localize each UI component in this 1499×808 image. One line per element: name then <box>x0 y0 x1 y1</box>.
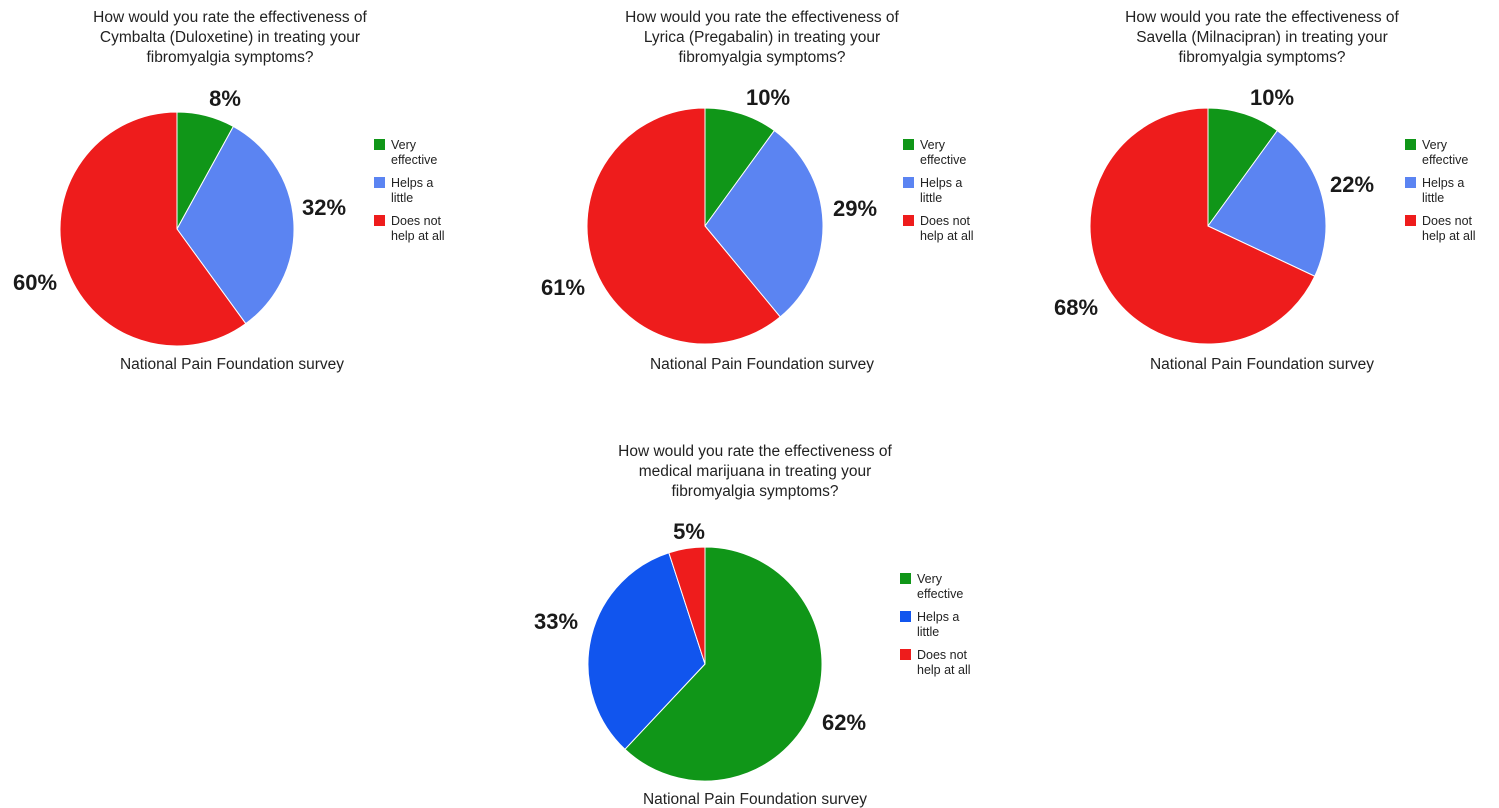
chart-title-line: Lyrica (Pregabalin) in treating your <box>644 29 880 46</box>
pie-slice-helps-a-little <box>587 552 706 750</box>
legend-label-line: effective <box>920 153 966 167</box>
data-label-helps-a-little: 22% <box>1330 172 1374 197</box>
data-label-helps-a-little: 32% <box>302 195 346 220</box>
pie-slice-does-not-help <box>586 107 781 345</box>
pie-slice-very-effective <box>704 107 776 228</box>
legend-label-line: effective <box>1422 153 1468 167</box>
chart-title-line: How would you rate the effectiveness of <box>93 9 367 26</box>
legend: Very effective Helps a little Does not help a… <box>903 138 974 243</box>
legend-label-line: Very <box>1422 138 1448 152</box>
legend: Very effective Helps a little Does not help a… <box>1405 138 1476 243</box>
chart-title-line: How would you rate the effectiveness of <box>625 9 899 26</box>
chart-title-line: How would you rate the effectiveness of <box>618 443 892 460</box>
chart-title: How would you rate the effectiveness of S… <box>1125 9 1399 66</box>
chart-caption: National Pain Foundation survey <box>1150 356 1374 373</box>
legend-swatch-helps-a-little <box>903 177 914 188</box>
legend-swatch-does-not-help <box>900 649 911 660</box>
legend-label-line: Does not <box>1422 214 1473 228</box>
legend-swatch-does-not-help <box>1405 215 1416 226</box>
legend-swatch-very-effective <box>1405 139 1416 150</box>
pie-chart-1: How would you rate the effectiveness of C… <box>13 9 445 373</box>
legend-label-helps-a-little: Helps a little <box>1422 176 1464 205</box>
chart-title-line: Cymbalta (Duloxetine) in treating your <box>100 29 360 46</box>
chart-title-line: Savella (Milnacipran) in treating your <box>1136 29 1388 46</box>
pie-slice-helps-a-little <box>176 125 295 325</box>
chart-title: How would you rate the effectiveness of C… <box>93 9 367 66</box>
legend-label-line: help at all <box>391 229 445 243</box>
data-label-helps-a-little: 33% <box>534 609 578 634</box>
legend-label-very-effective: Very effective <box>917 572 963 601</box>
legend-label-does-not-help: Does not help at all <box>1422 214 1476 243</box>
chart-title-line: fibromyalgia symptoms? <box>146 49 313 66</box>
chart-title-line: fibromyalgia symptoms? <box>678 49 845 66</box>
data-label-very-effective: 10% <box>1250 85 1294 110</box>
legend-swatch-very-effective <box>903 139 914 150</box>
pie-slice-does-not-help <box>668 546 706 665</box>
data-label-helps-a-little: 29% <box>833 196 877 221</box>
legend-label-helps-a-little: Helps a little <box>391 176 433 205</box>
pie-chart-3: How would you rate the effectiveness of S… <box>1054 9 1476 373</box>
pie-slice-very-effective <box>1207 107 1279 228</box>
pie-slice-very-effective <box>624 546 823 782</box>
legend-swatch-does-not-help <box>903 215 914 226</box>
data-label-does-not-help: 68% <box>1054 295 1098 320</box>
legend-label-line: Helps a <box>1422 176 1464 190</box>
chart-title-line: fibromyalgia symptoms? <box>671 483 838 500</box>
legend-label-line: Very <box>391 138 417 152</box>
legend-swatch-does-not-help <box>374 215 385 226</box>
chart-title-line: fibromyalgia symptoms? <box>1178 49 1345 66</box>
data-label-does-not-help: 61% <box>541 275 585 300</box>
data-label-very-effective: 62% <box>822 710 866 735</box>
legend-label-line: help at all <box>1422 229 1476 243</box>
legend-label-helps-a-little: Helps a little <box>917 610 959 639</box>
chart-title: How would you rate the effectiveness of L… <box>625 9 899 66</box>
legend-label-line: little <box>917 625 939 639</box>
data-label-does-not-help: 5% <box>673 519 705 544</box>
legend-label-line: Helps a <box>920 176 962 190</box>
pie-slice-helps-a-little <box>704 129 824 318</box>
legend: Very effective Helps a little Does not help a… <box>374 138 445 243</box>
legend-label-very-effective: Very effective <box>391 138 437 167</box>
chart-caption: National Pain Foundation survey <box>120 356 344 373</box>
legend-label-line: help at all <box>920 229 974 243</box>
chart-caption: National Pain Foundation survey <box>650 356 874 373</box>
legend-label-line: little <box>391 191 413 205</box>
chart-title-line: medical marijuana in treating your <box>639 463 872 480</box>
legend-label-line: effective <box>391 153 437 167</box>
legend-label-does-not-help: Does not help at all <box>920 214 974 243</box>
pie-chart-4: How would you rate the effectiveness of m… <box>534 443 971 808</box>
legend-swatch-helps-a-little <box>900 611 911 622</box>
legend-label-line: Helps a <box>391 176 433 190</box>
pie-slice-does-not-help <box>1089 107 1316 345</box>
legend-label-does-not-help: Does not help at all <box>917 648 971 677</box>
legend-label-line: little <box>1422 191 1444 205</box>
data-label-very-effective: 10% <box>746 85 790 110</box>
legend-label-line: Does not <box>920 214 971 228</box>
legend-swatch-very-effective <box>900 573 911 584</box>
chart-title-line: How would you rate the effectiveness of <box>1125 9 1399 26</box>
legend-label-line: Very <box>917 572 943 586</box>
legend-label-helps-a-little: Helps a little <box>920 176 962 205</box>
legend-label-very-effective: Very effective <box>920 138 966 167</box>
legend-label-very-effective: Very effective <box>1422 138 1468 167</box>
data-label-does-not-help: 60% <box>13 270 57 295</box>
legend-swatch-helps-a-little <box>1405 177 1416 188</box>
chart-caption: National Pain Foundation survey <box>643 791 867 808</box>
legend-label-line: Does not <box>917 648 968 662</box>
data-label-very-effective: 8% <box>209 86 241 111</box>
legend-label-line: Helps a <box>917 610 959 624</box>
legend-label-line: Very <box>920 138 946 152</box>
legend-label-line: little <box>920 191 942 205</box>
chart-title: How would you rate the effectiveness of m… <box>618 443 892 500</box>
legend-label-line: effective <box>917 587 963 601</box>
pie-chart-2: How would you rate the effectiveness of L… <box>541 9 974 373</box>
legend-swatch-helps-a-little <box>374 177 385 188</box>
legend-label-line: help at all <box>917 663 971 677</box>
legend-swatch-very-effective <box>374 139 385 150</box>
legend-label-line: Does not <box>391 214 442 228</box>
pie-slice-does-not-help <box>59 111 247 347</box>
legend-label-does-not-help: Does not help at all <box>391 214 445 243</box>
legend: Very effective Helps a little Does not help a… <box>900 572 971 677</box>
